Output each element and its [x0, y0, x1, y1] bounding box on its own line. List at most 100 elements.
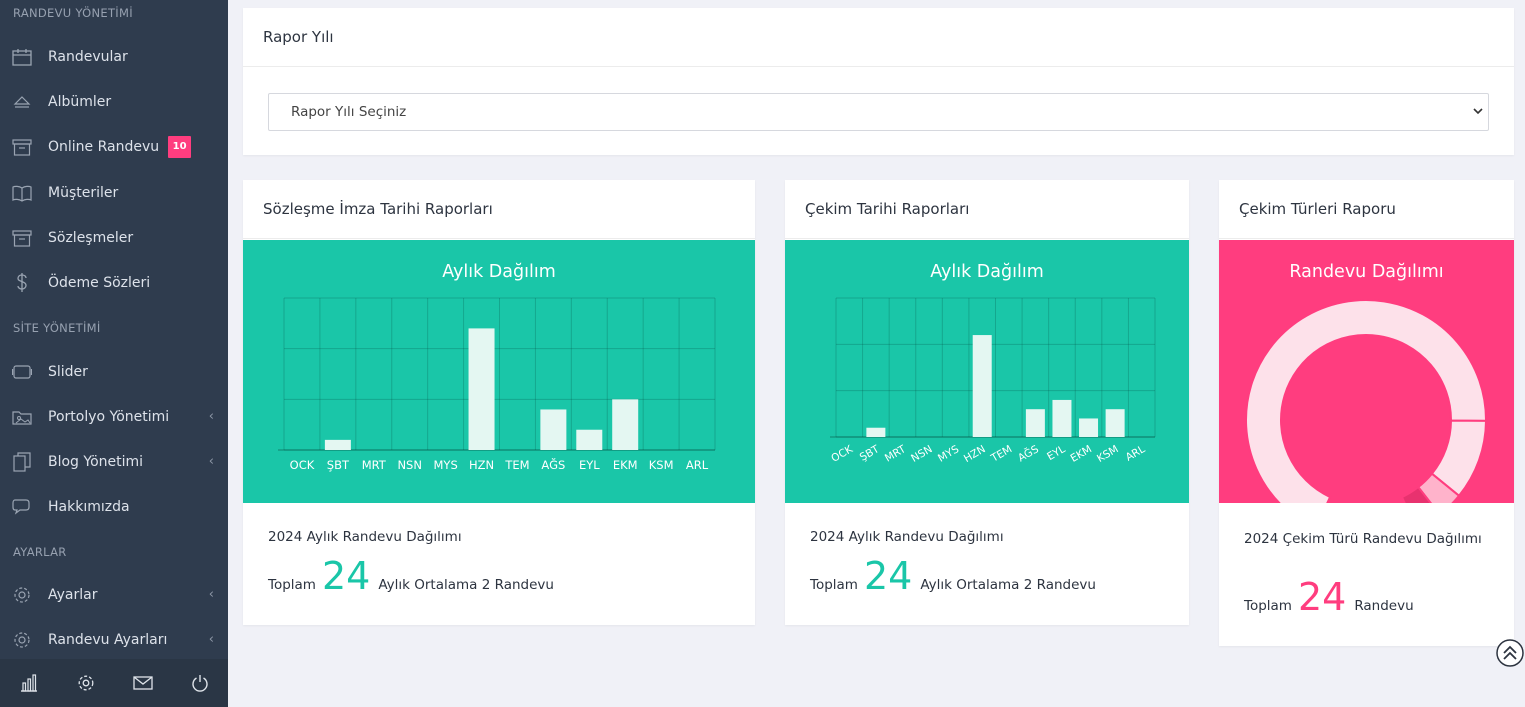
slider-icon [12, 362, 32, 382]
stat-total-line: Toplam 24 Aylık Ortalama 2 Randevu [810, 554, 1096, 598]
bar-ekm [1079, 418, 1099, 437]
sidebar-item-sozlesmeler[interactable]: Sözleşmeler [0, 218, 228, 258]
tick-label: EYL [579, 458, 600, 472]
card-title: Sözleşme İmza Tarihi Raporları [243, 180, 755, 239]
folder-image-icon [12, 407, 32, 427]
chart-title: Aylık Dağılım [930, 262, 1044, 282]
total-label: Toplam [268, 577, 316, 593]
average-text: Aylık Ortalama 2 Randevu [920, 577, 1096, 593]
sidebar-item-label: Sözleşmeler [48, 230, 134, 246]
sidebar-item-online-randevu[interactable]: Online Randevu 10 [0, 127, 228, 167]
chevron-left-icon: ‹ [208, 632, 214, 647]
stat-subtitle: 2024 Çekim Türü Randevu Dağılımı [1244, 531, 1482, 547]
sidebar: RANDEVU YÖNETİMİ Randevular Albümler Onl… [0, 0, 228, 707]
chart-icon[interactable] [19, 673, 39, 693]
tick-label: MRT [883, 443, 909, 465]
power-icon[interactable] [190, 673, 210, 693]
gear-icon [12, 585, 32, 605]
calendar-icon [12, 47, 32, 67]
sidebar-item-slider[interactable]: Slider [0, 352, 228, 392]
sidebar-item-musteriler[interactable]: Müşteriler [0, 173, 228, 213]
total-label: Toplam [1244, 598, 1292, 614]
stat-total-line: Toplam 24 Randevu [1244, 575, 1414, 619]
contract-date-report-card: Sözleşme İmza Tarihi Raporları Aylık Dağ… [243, 180, 755, 625]
tick-label: EKM [1068, 443, 1094, 465]
mail-icon[interactable] [132, 673, 153, 693]
report-year-select[interactable]: Rapor Yılı Seçiniz [268, 93, 1489, 131]
chat-icon [12, 497, 32, 517]
bar-ağs [540, 409, 567, 450]
tick-label: TEM [504, 458, 529, 472]
sidebar-item-randevu-ayarlari[interactable]: Randevu Ayarları ‹ [0, 620, 228, 660]
sidebar-item-label: Portolyo Yönetimi [48, 409, 170, 425]
sidebar-item-label: Slider [48, 364, 88, 380]
tick-label: NSN [397, 458, 422, 472]
bar-eyl [1052, 399, 1072, 437]
archive-box-icon [12, 228, 32, 248]
double-chevron-up-icon [1496, 639, 1524, 667]
chart-panel: Aylık Dağılım OCK ŞBT MRT NSN MYS HZN TEM AĞS EY… [785, 240, 1189, 503]
stat-subtitle: 2024 Aylık Randevu Dağılımı [810, 529, 1004, 545]
sidebar-item-label: Müşteriler [48, 185, 119, 201]
card-title: Çekim Tarihi Raporları [785, 180, 1189, 239]
chart-title: Aylık Dağılım [442, 262, 556, 282]
tick-label: MYS [434, 458, 458, 472]
slice-0 [1245, 299, 1487, 503]
sidebar-item-label: Randevular [48, 49, 128, 65]
sidebar-item-odeme-sozleri[interactable]: Ödeme Sözleri [0, 263, 228, 303]
tick-label: HZN [469, 458, 494, 472]
sidebar-item-randevular[interactable]: Randevular [0, 37, 228, 77]
section-title-site: SİTE YÖNETİMİ [13, 321, 101, 335]
tick-label: NSN [909, 443, 934, 465]
sidebar-item-label: Randevu Ayarları [48, 632, 168, 648]
chart-panel: Aylık Dağılım OCK ŞBT MRT NSN MYS HZN TEM AĞS EY… [243, 240, 755, 503]
sidebar-item-label: Blog Yönetimi [48, 454, 144, 470]
sidebar-item-label: Albümler [48, 94, 112, 110]
total-value: 24 [321, 554, 371, 598]
sidebar-item-label: Hakkımızda [48, 499, 130, 515]
sidebar-item-portfolyo[interactable]: Portolyo Yönetimi ‹ [0, 397, 228, 437]
tick-label: AĞS [541, 457, 565, 472]
bar-hzn [468, 328, 495, 450]
select-value: Rapor Yılı Seçiniz [291, 104, 407, 120]
sidebar-item-blog[interactable]: Blog Yönetimi ‹ [0, 442, 228, 482]
bar-chart: OCK ŞBT MRT NSN MYS HZN TEM AĞS EYL EKM KSM ARL [829, 297, 1156, 465]
chevron-down-icon [1472, 105, 1484, 117]
copy-icon [12, 452, 32, 472]
sidebar-item-ayarlar[interactable]: Ayarlar ‹ [0, 575, 228, 615]
sidebar-item-albumler[interactable]: Albümler [0, 82, 228, 122]
chevron-left-icon: ‹ [208, 454, 214, 469]
sidebar-item-label: Online Randevu [48, 139, 160, 155]
section-title-randevu: RANDEVU YÖNETİMİ [13, 6, 133, 20]
card-title: Çekim Türleri Raporu [1219, 180, 1514, 239]
tick-label: MYS [936, 443, 961, 465]
tick-label: EYL [1045, 443, 1067, 463]
sidebar-item-label: Ödeme Sözleri [48, 275, 151, 291]
bar-ağs [1025, 409, 1045, 437]
sidebar-item-hakkimizda[interactable]: Hakkımızda [0, 487, 228, 527]
tick-label: AĞS [1015, 442, 1041, 464]
tick-label: KSM [649, 458, 674, 472]
settings-icon[interactable] [76, 673, 96, 693]
book-icon [12, 183, 32, 203]
slice-3 [1400, 485, 1432, 503]
tick-label: OCK [290, 458, 315, 472]
chart-panel: Randevu Dağılımı [1219, 240, 1514, 503]
chevron-left-icon: ‹ [208, 587, 214, 602]
chevron-left-icon: ‹ [208, 409, 214, 424]
scroll-top-button[interactable] [1496, 639, 1524, 667]
bar-şbt [324, 439, 351, 450]
tick-label: HZN [962, 443, 988, 465]
chart-title: Randevu Dağılımı [1289, 262, 1444, 282]
bar-ekm [612, 399, 639, 450]
total-value: 24 [863, 554, 913, 598]
tick-label: ARL [686, 458, 709, 472]
eject-icon [12, 92, 32, 112]
gear-icon [12, 630, 32, 650]
unit-text: Randevu [1354, 598, 1414, 614]
archive-icon [12, 137, 32, 157]
sidebar-item-label: Ayarlar [48, 587, 98, 603]
bar-ksm [1105, 409, 1125, 437]
total-label: Toplam [810, 577, 858, 593]
stat-subtitle: 2024 Aylık Randevu Dağılımı [268, 529, 462, 545]
